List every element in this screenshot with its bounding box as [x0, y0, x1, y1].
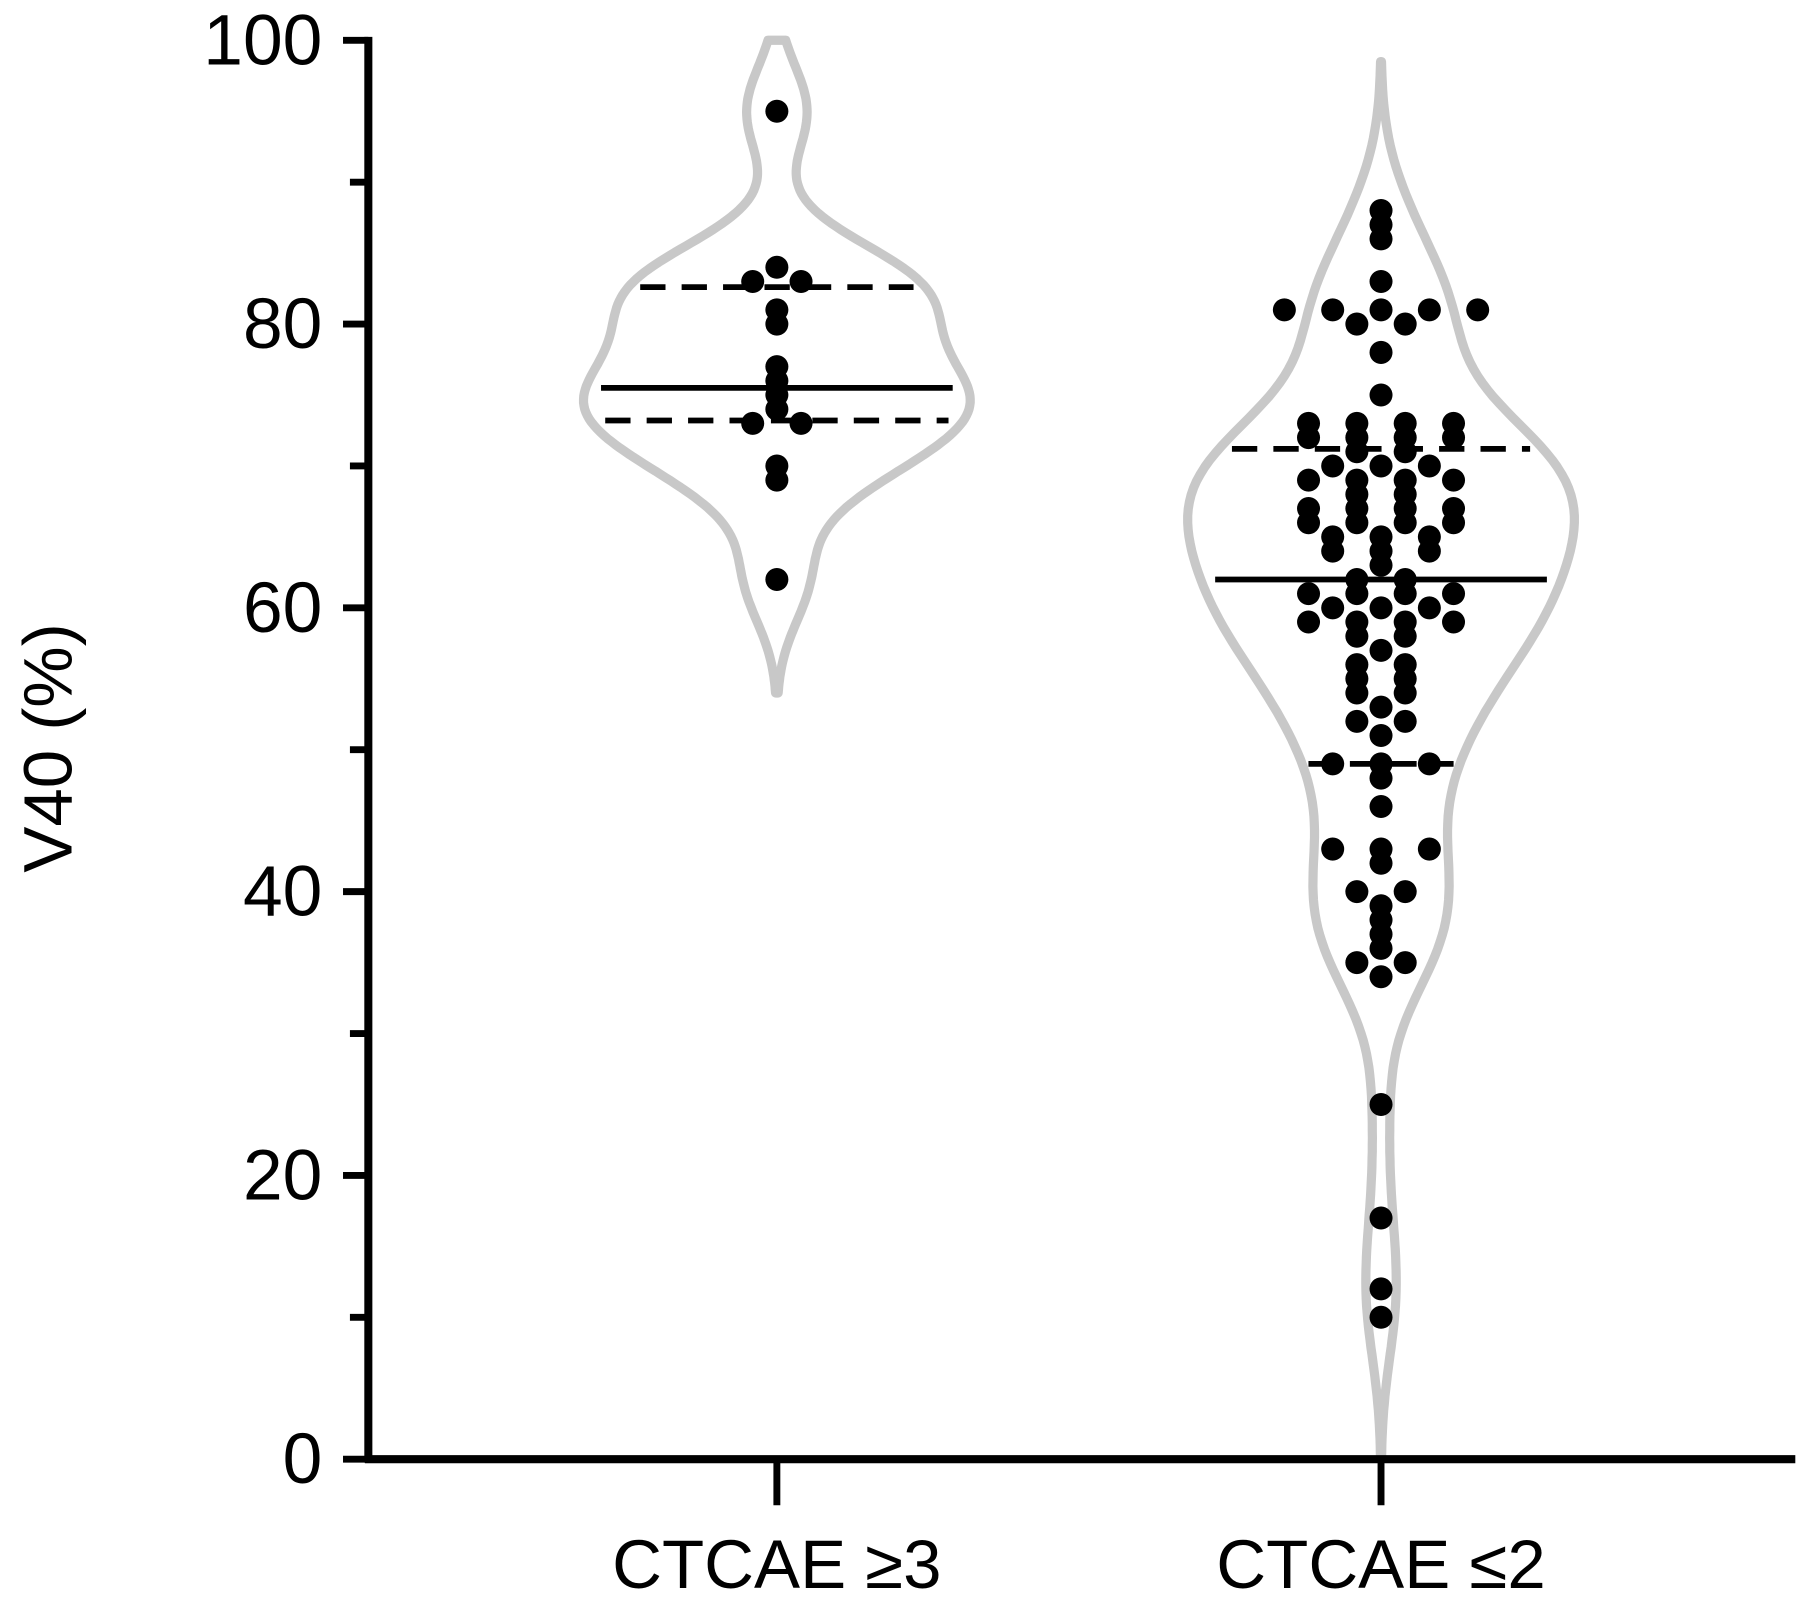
data-point [1345, 312, 1369, 336]
data-point [1321, 837, 1345, 861]
data-point [1369, 1092, 1393, 1116]
data-point [1442, 468, 1466, 492]
data-point [1417, 752, 1441, 776]
data-point [1369, 1206, 1393, 1230]
data-point [1369, 454, 1393, 478]
violin [578, 35, 975, 698]
data-point [1321, 539, 1345, 563]
data-point [1345, 624, 1369, 648]
data-point [1442, 426, 1466, 450]
data-point [1393, 511, 1417, 535]
data-point [1369, 936, 1393, 960]
data-point [1321, 454, 1345, 478]
data-point [1393, 951, 1417, 975]
data-point [1393, 880, 1417, 904]
data-point [1393, 709, 1417, 733]
y-tick-label: 40 [243, 852, 322, 932]
data-point [1393, 582, 1417, 606]
data-point [1417, 298, 1441, 322]
data-point [1321, 298, 1345, 322]
data-point [1369, 298, 1393, 322]
data-point [1417, 837, 1441, 861]
data-point [1345, 582, 1369, 606]
data-point [1345, 511, 1369, 535]
data-point [765, 567, 789, 591]
data-point [1369, 851, 1393, 875]
data-point [1369, 724, 1393, 748]
data-point [1417, 539, 1441, 563]
data-point [1369, 638, 1393, 662]
x-tick-label: CTCAE ≥3 [612, 1525, 941, 1603]
data-point [765, 397, 789, 421]
data-point [1345, 951, 1369, 975]
data-point [1345, 681, 1369, 705]
violin [1183, 56, 1579, 1464]
data-point [789, 411, 813, 435]
data-point [1369, 553, 1393, 577]
data-point [765, 255, 789, 279]
data-point [1369, 695, 1393, 719]
data-point [1369, 1305, 1393, 1329]
data-point [1297, 610, 1321, 634]
data-point [1369, 383, 1393, 407]
data-point [765, 468, 789, 492]
data-point [1369, 227, 1393, 251]
data-point [1369, 794, 1393, 818]
y-axis-label: V40 (%) [8, 623, 86, 872]
data-point [1417, 596, 1441, 620]
y-tick-label: 60 [243, 568, 322, 648]
data-point [1369, 596, 1393, 620]
data-point [1442, 582, 1466, 606]
x-tick-label: CTCAE ≤2 [1216, 1525, 1545, 1603]
data-point [1297, 468, 1321, 492]
data-point [1369, 340, 1393, 364]
y-tick-label: 80 [243, 284, 322, 364]
y-tick-label: 20 [243, 1135, 322, 1215]
data-point [1442, 610, 1466, 634]
data-point [1369, 965, 1393, 989]
data-point [1442, 511, 1466, 535]
data-point [1466, 298, 1490, 322]
data-point [1297, 582, 1321, 606]
data-point [1272, 298, 1296, 322]
data-point [1345, 709, 1369, 733]
data-point [1369, 766, 1393, 790]
data-point [1345, 880, 1369, 904]
data-point [1393, 624, 1417, 648]
data-point [1417, 454, 1441, 478]
data-point [1369, 1277, 1393, 1301]
y-tick-label: 0 [283, 1419, 323, 1499]
data-point [765, 312, 789, 336]
data-point [1297, 426, 1321, 450]
data-point [1369, 269, 1393, 294]
data-point [1393, 312, 1417, 336]
data-point [765, 99, 789, 123]
data-point [1393, 681, 1417, 705]
y-tick-label: 100 [203, 0, 322, 80]
data-point [1321, 596, 1345, 620]
data-point [1297, 511, 1321, 535]
